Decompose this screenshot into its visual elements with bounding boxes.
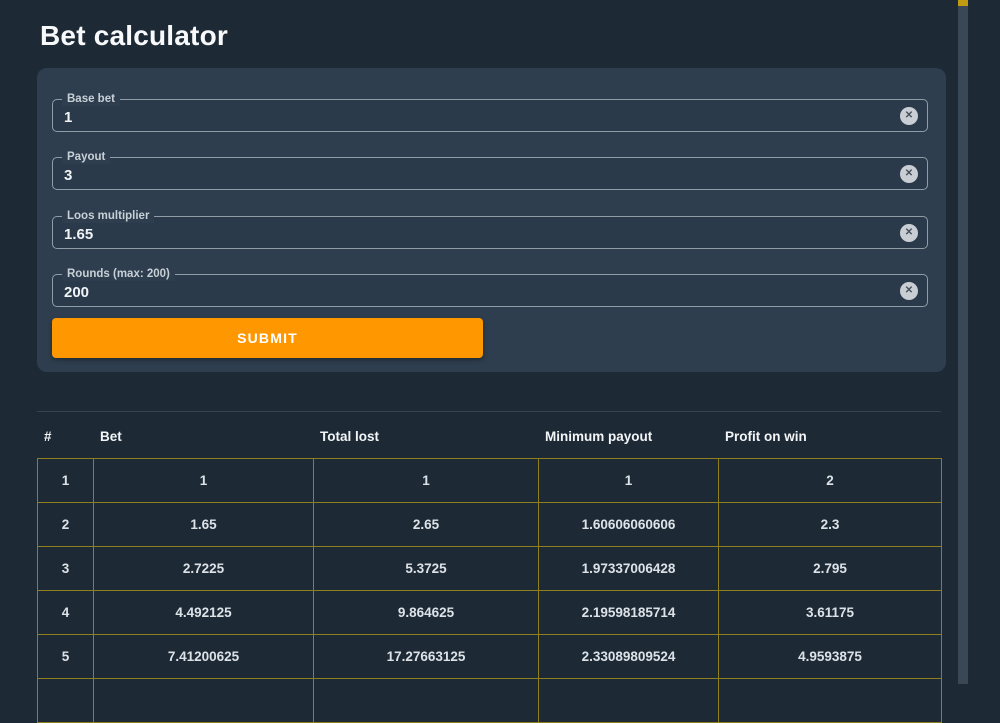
cell-minimum-payout: 1	[538, 458, 719, 503]
cell-bet: 4.492125	[93, 590, 314, 635]
table-row: 5 7.41200625 17.27663125 2.33089809524 4…	[37, 634, 942, 679]
column-header-index: #	[44, 429, 52, 444]
cell-profit-on-win: 2.3	[718, 502, 942, 547]
clear-icon[interactable]: ✕	[900, 106, 918, 125]
rounds-input[interactable]	[53, 275, 927, 306]
cell-profit-on-win: 2.795	[718, 546, 942, 591]
column-header-bet: Bet	[100, 429, 122, 444]
cell-total-lost: 9.864625	[313, 590, 539, 635]
scrollbar[interactable]	[958, 0, 968, 684]
cell-bet: 1.65	[93, 502, 314, 547]
scrollbar-thumb[interactable]	[958, 0, 968, 6]
payout-input[interactable]	[53, 158, 927, 189]
cell-minimum-payout: 2.33089809524	[538, 634, 719, 679]
loss-multiplier-field: Loos multiplier ✕	[52, 209, 928, 249]
calculator-form-panel: Base bet ✕ Payout ✕ Loos multiplier ✕ Ro…	[37, 68, 946, 372]
cell-total-lost: 2.65	[313, 502, 539, 547]
cell-profit-on-win: 4.9593875	[718, 634, 942, 679]
table-row-partial	[37, 678, 942, 723]
table-top-divider	[37, 411, 941, 412]
submit-button[interactable]: SUBMIT	[52, 318, 483, 358]
cell-bet: 7.41200625	[93, 634, 314, 679]
base-bet-input[interactable]	[53, 100, 927, 131]
results-table-header: # Bet Total lost Minimum payout Profit o…	[37, 415, 941, 458]
table-row: 4 4.492125 9.864625 2.19598185714 3.6117…	[37, 590, 942, 635]
cell-bet: 2.7225	[93, 546, 314, 591]
column-header-minimum-payout: Minimum payout	[545, 429, 653, 444]
table-row: 2 1.65 2.65 1.60606060606 2.3	[37, 502, 942, 547]
cell-index: 4	[37, 590, 94, 635]
base-bet-field: Base bet ✕	[52, 92, 928, 132]
payout-field: Payout ✕	[52, 150, 928, 190]
cell-total-lost: 5.3725	[313, 546, 539, 591]
cell-profit-on-win: 2	[718, 458, 942, 503]
cell-bet: 1	[93, 458, 314, 503]
cell-minimum-payout: 2.19598185714	[538, 590, 719, 635]
cell-index: 3	[37, 546, 94, 591]
rounds-field: Rounds (max: 200) ✕	[52, 267, 928, 307]
clear-icon[interactable]: ✕	[900, 223, 918, 242]
column-header-total-lost: Total lost	[320, 429, 379, 444]
bet-calculator-page: { "page": { "title": "Bet calculator" },…	[37, 0, 968, 723]
cell-index: 1	[37, 458, 94, 503]
cell-index: 2	[37, 502, 94, 547]
results-table: 1 1 1 1 2 2 1.65 2.65 1.60606060606 2.3 …	[37, 458, 942, 723]
clear-icon[interactable]: ✕	[900, 164, 918, 183]
table-row: 3 2.7225 5.3725 1.97337006428 2.795	[37, 546, 942, 591]
column-header-profit-on-win: Profit on win	[725, 429, 807, 444]
cell-total-lost: 17.27663125	[313, 634, 539, 679]
clear-icon[interactable]: ✕	[900, 281, 918, 300]
table-row: 1 1 1 1 2	[37, 458, 942, 503]
cell-profit-on-win: 3.61175	[718, 590, 942, 635]
cell-minimum-payout: 1.97337006428	[538, 546, 719, 591]
cell-minimum-payout: 1.60606060606	[538, 502, 719, 547]
page-title: Bet calculator	[40, 20, 228, 51]
cell-total-lost: 1	[313, 458, 539, 503]
cell-index: 5	[37, 634, 94, 679]
loss-multiplier-input[interactable]	[53, 217, 927, 248]
